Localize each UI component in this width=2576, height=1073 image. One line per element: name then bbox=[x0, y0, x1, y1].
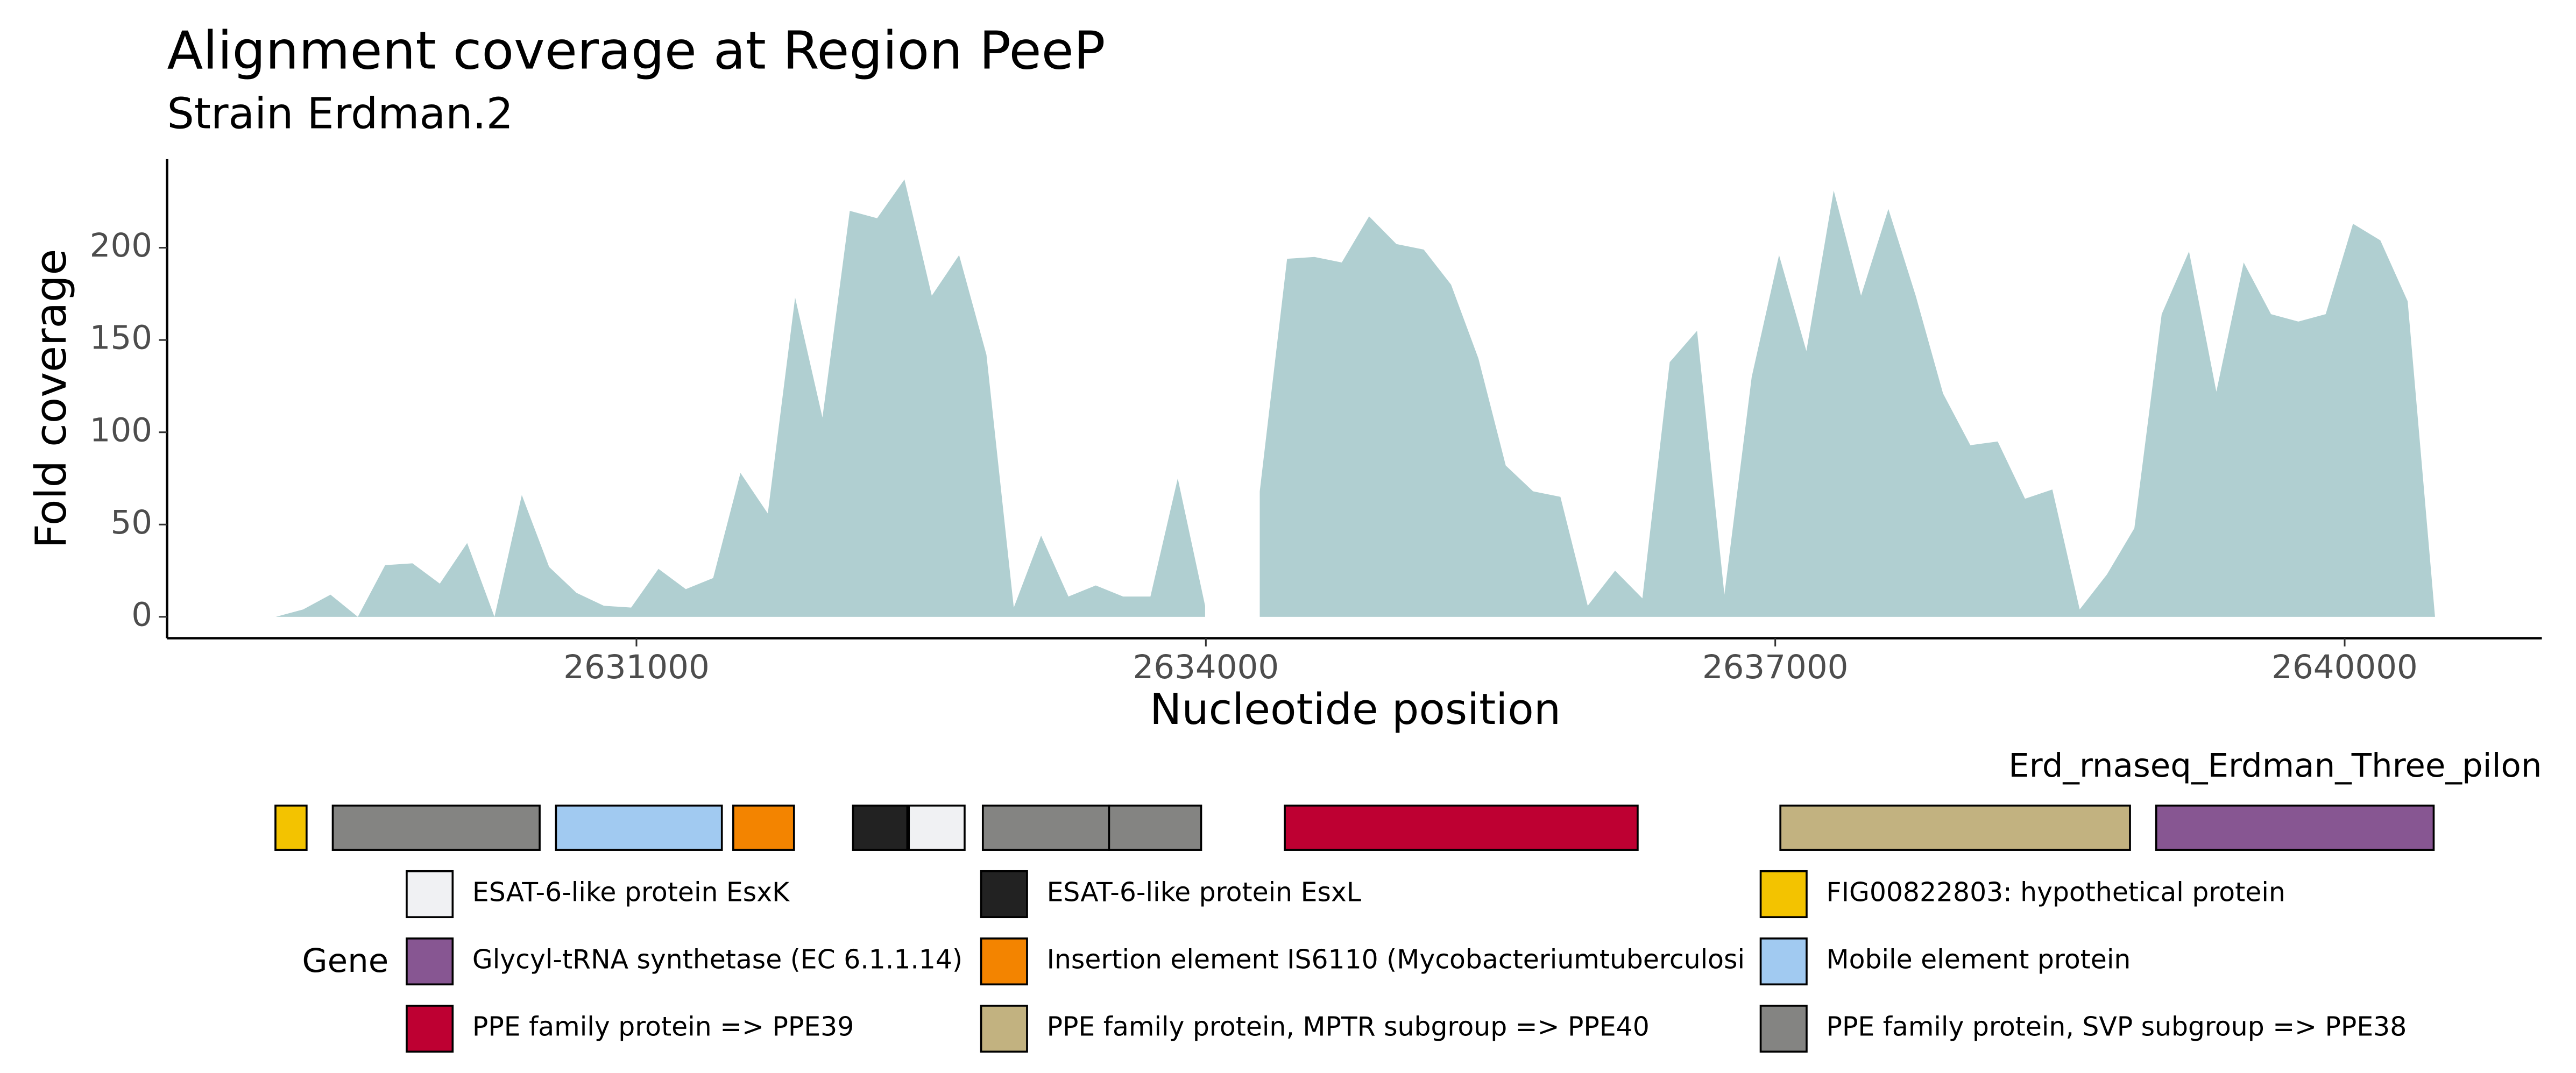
x-tick-label: 2634000 bbox=[1133, 648, 1279, 686]
y-tick-label: 0 bbox=[131, 595, 152, 634]
legend-label: Insertion element IS6110 (Mycobacteriumt… bbox=[1047, 944, 1745, 975]
chart-subtitle: Strain Erdman.2 bbox=[167, 89, 514, 139]
coverage-area bbox=[275, 179, 2435, 617]
gene-block bbox=[331, 804, 541, 851]
gene-block bbox=[852, 804, 909, 851]
y-tick-label: 200 bbox=[90, 226, 152, 265]
legend-swatch bbox=[406, 870, 454, 919]
legend-swatch bbox=[1759, 1005, 1808, 1053]
x-tick-label: 2640000 bbox=[2271, 648, 2418, 686]
x-tick-label: 2637000 bbox=[1702, 648, 1849, 686]
track-label: Erd_rnaseq_Erdman_Three_pilon bbox=[2008, 747, 2542, 785]
legend-label: PPE family protein, MPTR subgroup => PPE… bbox=[1047, 1012, 1650, 1042]
legend-swatch bbox=[406, 937, 454, 986]
gene-block bbox=[1284, 804, 1639, 851]
gene-block bbox=[908, 804, 966, 851]
legend-label: Mobile element protein bbox=[1827, 944, 2131, 975]
gene-block bbox=[555, 804, 723, 851]
legend-swatch bbox=[980, 870, 1028, 919]
gene-block bbox=[981, 804, 1110, 851]
legend-label: PPE family protein, SVP subgroup => PPE3… bbox=[1827, 1012, 2407, 1042]
legend-label: ESAT-6-like protein EsxK bbox=[472, 877, 790, 908]
legend-label: Glycyl-tRNA synthetase (EC 6.1.1.14) bbox=[472, 944, 963, 975]
gene-block bbox=[274, 804, 308, 851]
y-tick-label: 50 bbox=[110, 503, 152, 542]
chart-title: Alignment coverage at Region PeeP bbox=[167, 20, 1106, 82]
legend-swatch bbox=[406, 1005, 454, 1053]
gene-block bbox=[1779, 804, 2131, 851]
legend-swatch bbox=[980, 1005, 1028, 1053]
legend-swatch bbox=[1759, 870, 1808, 919]
legend-label: FIG00822803: hypothetical protein bbox=[1827, 877, 2285, 908]
gene-block bbox=[1108, 804, 1202, 851]
gene-block bbox=[732, 804, 795, 851]
gene-block bbox=[2155, 804, 2435, 851]
x-tick-label: 2631000 bbox=[563, 648, 710, 686]
legend-label: PPE family protein => PPE39 bbox=[472, 1012, 854, 1042]
y-axis-label: Fold coverage bbox=[26, 249, 76, 549]
legend-label: ESAT-6-like protein EsxL bbox=[1047, 877, 1361, 908]
y-tick-label: 150 bbox=[90, 319, 152, 357]
legend-swatch bbox=[980, 937, 1028, 986]
y-tick-label: 100 bbox=[90, 411, 152, 449]
x-axis-label: Nucleotide position bbox=[1150, 684, 1561, 734]
legend-swatch bbox=[1759, 937, 1808, 986]
legend-title: Gene bbox=[302, 942, 388, 980]
